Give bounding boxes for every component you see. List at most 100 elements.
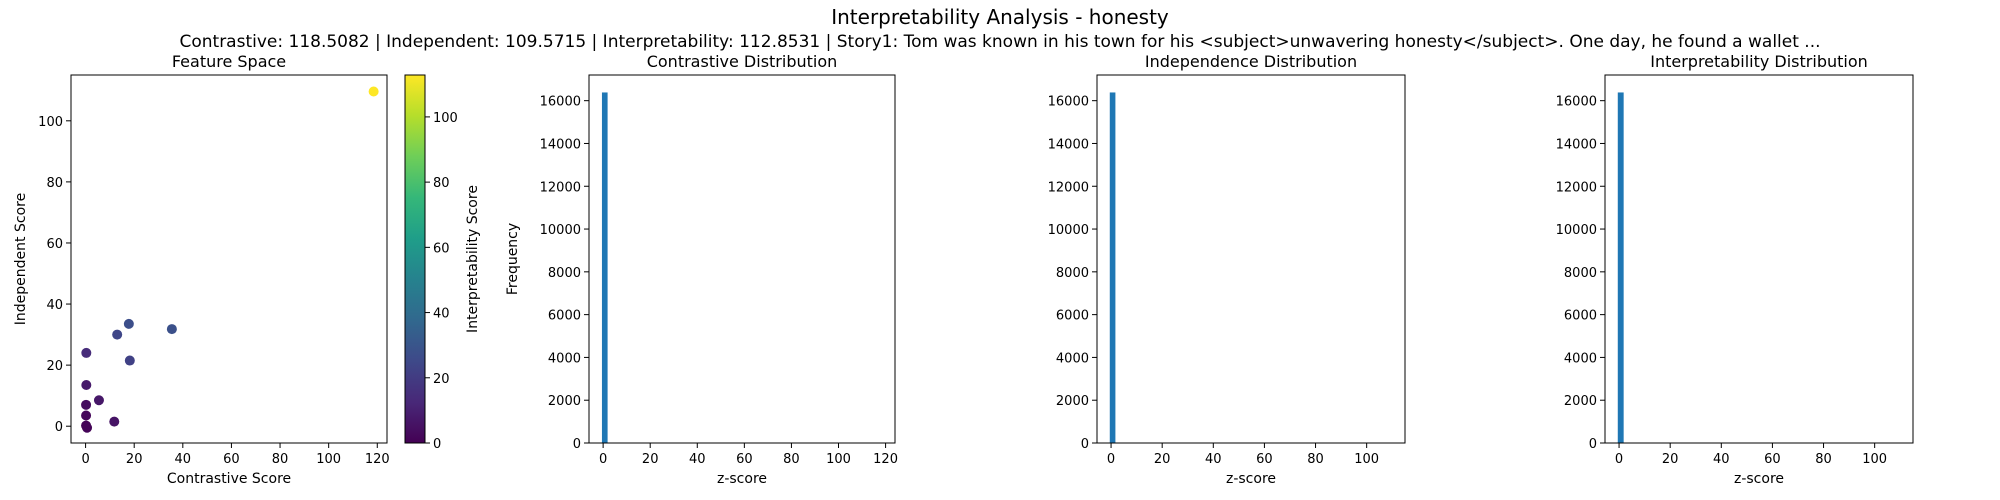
colorbar-tick-label: 100 bbox=[433, 111, 458, 126]
x-tick-label: 120 bbox=[873, 452, 898, 467]
independence-title: Independence Distribution bbox=[1145, 52, 1357, 71]
colorbar-tick-label: 40 bbox=[433, 307, 450, 322]
x-tick-label: 60 bbox=[1764, 452, 1781, 467]
scatter-point bbox=[123, 318, 134, 329]
x-tick-label: 40 bbox=[689, 452, 706, 467]
x-tick-label: 0 bbox=[81, 452, 89, 467]
contrastive-y-label: Frequency bbox=[505, 223, 521, 295]
colorbar-tick-label: 60 bbox=[433, 241, 450, 256]
scatter-point bbox=[93, 395, 104, 406]
colorbar-tick-label: 20 bbox=[433, 372, 450, 387]
y-tick-label: 6000 bbox=[1056, 309, 1089, 324]
x-tick-label: 20 bbox=[1154, 452, 1171, 467]
y-tick-label: 2000 bbox=[1056, 394, 1089, 409]
y-tick-label: 40 bbox=[46, 298, 63, 313]
x-tick-label: 20 bbox=[126, 452, 143, 467]
scatter-x-label: Contrastive Score bbox=[167, 471, 291, 487]
scatter-title: Feature Space bbox=[172, 52, 286, 71]
independence-x-label: z-score bbox=[1226, 471, 1276, 487]
y-tick-label: 12000 bbox=[1048, 180, 1089, 195]
scatter-axes-frame bbox=[70, 74, 388, 444]
x-tick-label: 20 bbox=[642, 452, 659, 467]
contrastive-axes-frame bbox=[588, 74, 896, 444]
y-tick-label: 4000 bbox=[548, 351, 581, 366]
independence-panel: Independence Distribution 0 20 40 60 80 100 0… bbox=[1048, 52, 1406, 487]
independence-x-ticks: 0 20 40 60 80 100 bbox=[1107, 443, 1379, 467]
independence-bars bbox=[1109, 92, 1116, 443]
x-tick-label: 100 bbox=[1354, 452, 1379, 467]
interpretability-title: Interpretability Distribution bbox=[1650, 52, 1868, 71]
y-tick-label: 0 bbox=[1589, 437, 1597, 452]
scatter-panel: Feature Space 0 20 40 60 80 100 120 0 20 40 60 80 1… bbox=[13, 52, 390, 487]
y-tick-label: 12000 bbox=[540, 180, 581, 195]
y-tick-label: 12000 bbox=[1556, 180, 1597, 195]
x-tick-label: 40 bbox=[1205, 452, 1222, 467]
interpretability-bars bbox=[1617, 92, 1624, 443]
x-tick-label: 60 bbox=[223, 452, 240, 467]
scatter-point bbox=[81, 399, 92, 410]
y-tick-label: 16000 bbox=[1048, 95, 1089, 110]
figure-title: Interpretability Analysis - honesty bbox=[831, 5, 1169, 29]
colorbar-ticks: 0 20 40 60 80 100 bbox=[425, 111, 458, 452]
y-tick-label: 4000 bbox=[1056, 351, 1089, 366]
contrastive-x-ticks: 0 20 40 60 80 100 120 bbox=[599, 443, 898, 467]
contrastive-title: Contrastive Distribution bbox=[647, 52, 838, 71]
scatter-point bbox=[166, 324, 177, 335]
scatter-x-ticks: 0 20 40 60 80 100 120 bbox=[81, 443, 390, 467]
colorbar-tick-label: 0 bbox=[433, 437, 441, 452]
y-tick-label: 16000 bbox=[540, 95, 581, 110]
y-tick-label: 10000 bbox=[1556, 223, 1597, 238]
y-tick-label: 8000 bbox=[548, 266, 581, 281]
x-tick-label: 0 bbox=[1107, 452, 1115, 467]
scatter-point bbox=[109, 416, 120, 427]
colorbar-tick-label: 80 bbox=[433, 176, 450, 191]
x-tick-label: 100 bbox=[1862, 452, 1887, 467]
x-tick-label: 100 bbox=[316, 452, 341, 467]
scatter-point bbox=[112, 329, 123, 340]
y-tick-label: 8000 bbox=[1056, 266, 1089, 281]
scatter-point bbox=[81, 410, 92, 421]
y-tick-label: 0 bbox=[1081, 437, 1089, 452]
y-tick-label: 100 bbox=[38, 115, 63, 130]
histogram-bar bbox=[601, 92, 608, 443]
x-tick-label: 80 bbox=[272, 452, 289, 467]
colorbar-label: Interpretability Score bbox=[465, 185, 481, 333]
x-tick-label: 40 bbox=[175, 452, 192, 467]
scatter-marks bbox=[81, 86, 379, 433]
interpretability-x-label: z-score bbox=[1734, 471, 1784, 487]
x-tick-label: 60 bbox=[736, 452, 753, 467]
y-tick-label: 80 bbox=[46, 176, 63, 191]
scatter-y-label: Independent Score bbox=[13, 193, 29, 325]
scatter-point bbox=[81, 379, 92, 390]
x-tick-label: 60 bbox=[1256, 452, 1273, 467]
y-tick-label: 10000 bbox=[540, 223, 581, 238]
scatter-point bbox=[124, 355, 135, 366]
y-tick-label: 0 bbox=[573, 437, 581, 452]
x-tick-label: 40 bbox=[1713, 452, 1730, 467]
interpretability-panel: Interpretability Distribution 0 20 40 60 80 1… bbox=[1556, 52, 1914, 487]
y-tick-label: 20 bbox=[46, 359, 63, 374]
y-tick-label: 6000 bbox=[548, 309, 581, 324]
y-tick-label: 0 bbox=[55, 420, 63, 435]
scatter-point bbox=[368, 86, 379, 97]
scatter-point bbox=[82, 422, 93, 433]
independence-axes-frame bbox=[1096, 74, 1406, 444]
y-tick-label: 14000 bbox=[1556, 137, 1597, 152]
y-tick-label: 2000 bbox=[548, 394, 581, 409]
x-tick-label: 80 bbox=[783, 452, 800, 467]
y-tick-label: 4000 bbox=[1564, 351, 1597, 366]
contrastive-y-ticks: 0 2000 4000 6000 8000 10000 12000 14000 16000 bbox=[540, 95, 589, 452]
contrastive-panel: Contrastive Distribution 0 20 40 60 80 100 120… bbox=[505, 52, 898, 487]
scatter-y-ticks: 0 20 40 60 80 100 bbox=[38, 115, 71, 435]
y-tick-label: 16000 bbox=[1556, 95, 1597, 110]
interpretability-x-ticks: 0 20 40 60 80 100 bbox=[1615, 443, 1887, 467]
histogram-bar bbox=[1617, 92, 1624, 443]
x-tick-label: 20 bbox=[1662, 452, 1679, 467]
histogram-bar bbox=[1109, 92, 1116, 443]
interpretability-axes-frame bbox=[1604, 74, 1914, 444]
scatter-point bbox=[81, 347, 92, 358]
independence-y-ticks: 0 2000 4000 6000 8000 10000 12000 14000 16000 bbox=[1048, 95, 1097, 452]
y-tick-label: 2000 bbox=[1564, 394, 1597, 409]
colorbar-gradient bbox=[404, 74, 426, 444]
